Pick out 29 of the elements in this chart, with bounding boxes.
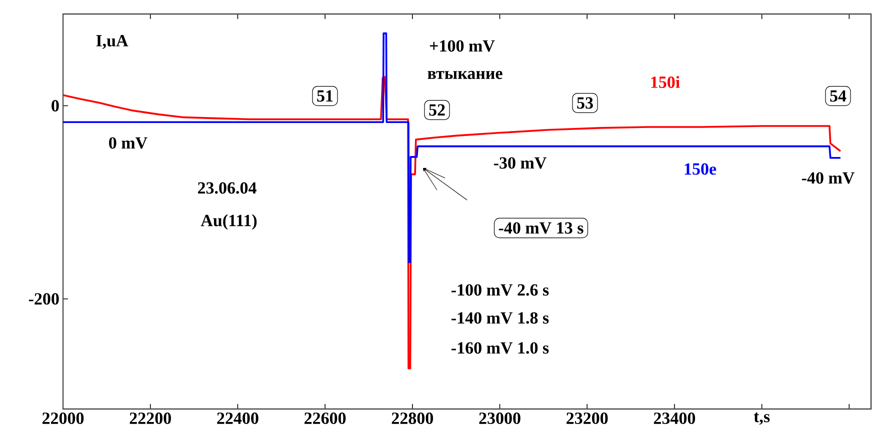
annotation: 53 (577, 97, 593, 109)
x-tick-label: 23000 (479, 412, 520, 424)
x-tick-label: 22600 (304, 412, 346, 424)
x-tick-label: 22400 (217, 412, 258, 424)
annotation: 0 mV (109, 137, 148, 149)
annotation: 51 (317, 90, 333, 102)
annotation: -40 mV 13 s (498, 222, 584, 234)
annotation: -100 mV 2.6 s (452, 284, 549, 296)
y-tick-label: -200 (28, 293, 59, 305)
annotation: 23.06.04 (198, 182, 256, 194)
annotation: +100 mV (430, 40, 495, 52)
annotation: 54 (830, 90, 846, 102)
x-tick-label: 22800 (392, 412, 434, 424)
series-label: 150e (684, 163, 716, 175)
annotation: 52 (429, 104, 445, 116)
x-tick-label: 23400 (654, 412, 696, 424)
x-tick-label: 22000 (42, 412, 84, 424)
annotation: -30 mV (494, 157, 546, 169)
x-tick-label: 22200 (130, 412, 171, 424)
y-axis-title: I,uA (96, 35, 128, 49)
x-tick-label: 23200 (566, 412, 608, 424)
annotation: -160 mV 1.0 s (452, 342, 549, 354)
x-tick-label: t,s (754, 412, 770, 425)
text: 150i (651, 76, 680, 88)
y-tick-label: 0 (52, 100, 59, 112)
annotation: -40 mV (802, 172, 854, 184)
annotation: -140 mV 1.8 s (452, 312, 549, 324)
annotation: Au(111) (200, 214, 257, 230)
annotation: втыкание (428, 70, 502, 80)
